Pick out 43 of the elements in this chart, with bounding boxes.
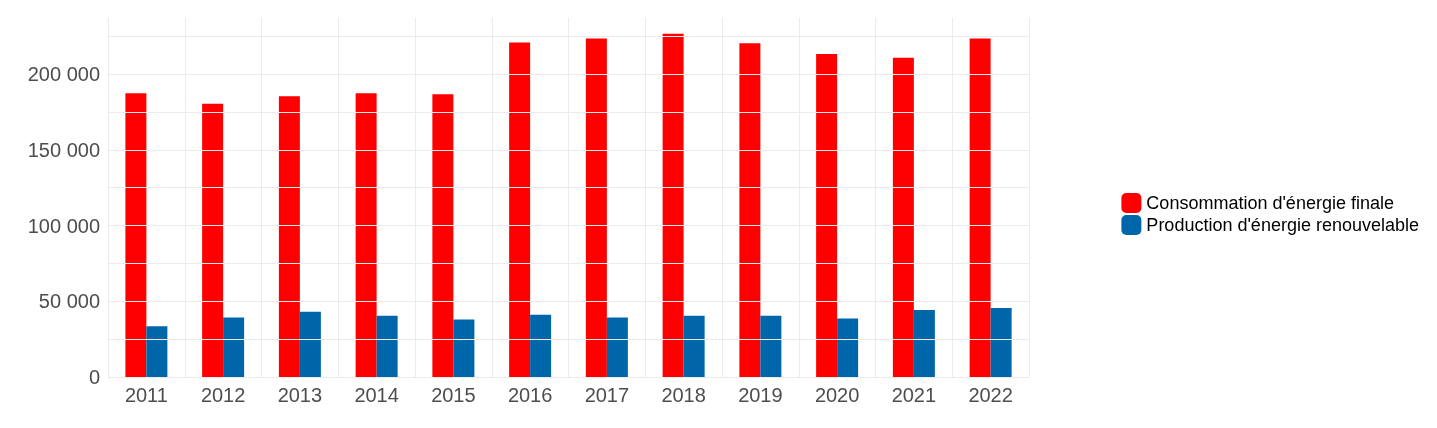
x-tick-label: 2016 <box>507 384 553 406</box>
x-tick-label: 2020 <box>814 384 860 406</box>
bar <box>530 314 552 377</box>
bar <box>969 38 991 377</box>
bar <box>509 42 531 377</box>
bar <box>606 317 628 377</box>
x-tick-label: 2018 <box>661 384 706 406</box>
bar <box>816 53 838 377</box>
x-tick-label: 2021 <box>891 384 937 406</box>
bar <box>146 326 168 377</box>
x-tick-label: 2014 <box>354 384 399 406</box>
x-tick-label: 2019 <box>738 384 783 406</box>
legend-label: Production d'énergie renouvelable <box>1146 215 1420 235</box>
bar <box>432 94 454 377</box>
bar <box>683 315 705 377</box>
bar <box>585 38 607 377</box>
x-tick-label: 2011 <box>124 384 168 406</box>
y-tick-label: 0 <box>88 366 100 388</box>
bar <box>892 57 914 377</box>
bar <box>223 317 245 377</box>
x-tick-label: 2022 <box>968 384 1013 406</box>
bar <box>355 93 377 377</box>
x-tick-label: 2012 <box>200 384 246 406</box>
bar <box>662 33 684 377</box>
x-tick-label: 2017 <box>584 384 630 406</box>
y-tick-label: 100 000 <box>27 214 100 237</box>
bar <box>125 93 147 377</box>
x-tick-label: 2015 <box>431 384 476 406</box>
bar <box>837 318 859 377</box>
legend-label: Consommation d'énergie finale <box>1146 193 1394 213</box>
bar <box>376 315 398 377</box>
y-tick-label: 200 000 <box>27 63 100 86</box>
y-tick-label: 50 000 <box>38 290 100 313</box>
bar <box>453 319 475 377</box>
bar <box>913 309 935 377</box>
bar <box>990 307 1012 377</box>
bar <box>760 315 782 377</box>
bar <box>202 103 224 377</box>
bar <box>278 96 300 377</box>
bar <box>739 43 761 377</box>
y-tick-label: 150 000 <box>27 138 100 161</box>
bar <box>299 311 321 377</box>
x-tick-label: 2013 <box>277 384 323 406</box>
